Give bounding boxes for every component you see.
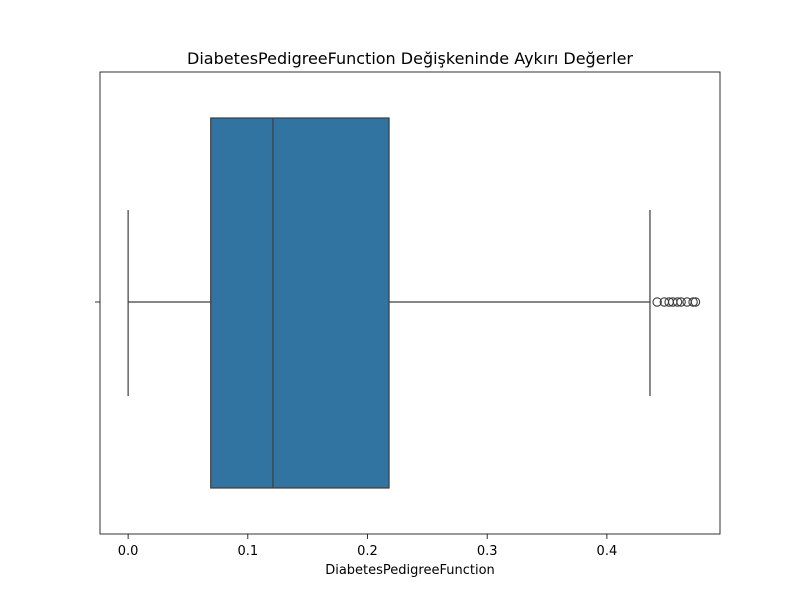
x-axis-label: DiabetesPedigreeFunction [325,563,495,578]
outlier-point [676,297,686,307]
outlier-point [688,297,698,307]
x-axis: 0.0 0.1 0.2 0.3 0.4 [118,534,617,559]
outlier-point [672,297,683,307]
x-tick-label: 0.3 [477,544,498,559]
plot-area [99,71,721,535]
x-tick-label: 0.2 [357,544,378,559]
outlier-point [652,297,662,307]
chart-title: DiabetesPedigreeFunction Değişkeninde Ay… [187,49,633,68]
box-plot-marks [127,117,701,489]
x-tick-label: 0.4 [597,544,618,559]
x-tick-label: 0.1 [237,544,258,559]
iqr-box [210,117,390,489]
x-tick-label: 0.0 [118,544,139,559]
outlier-point [690,297,701,307]
